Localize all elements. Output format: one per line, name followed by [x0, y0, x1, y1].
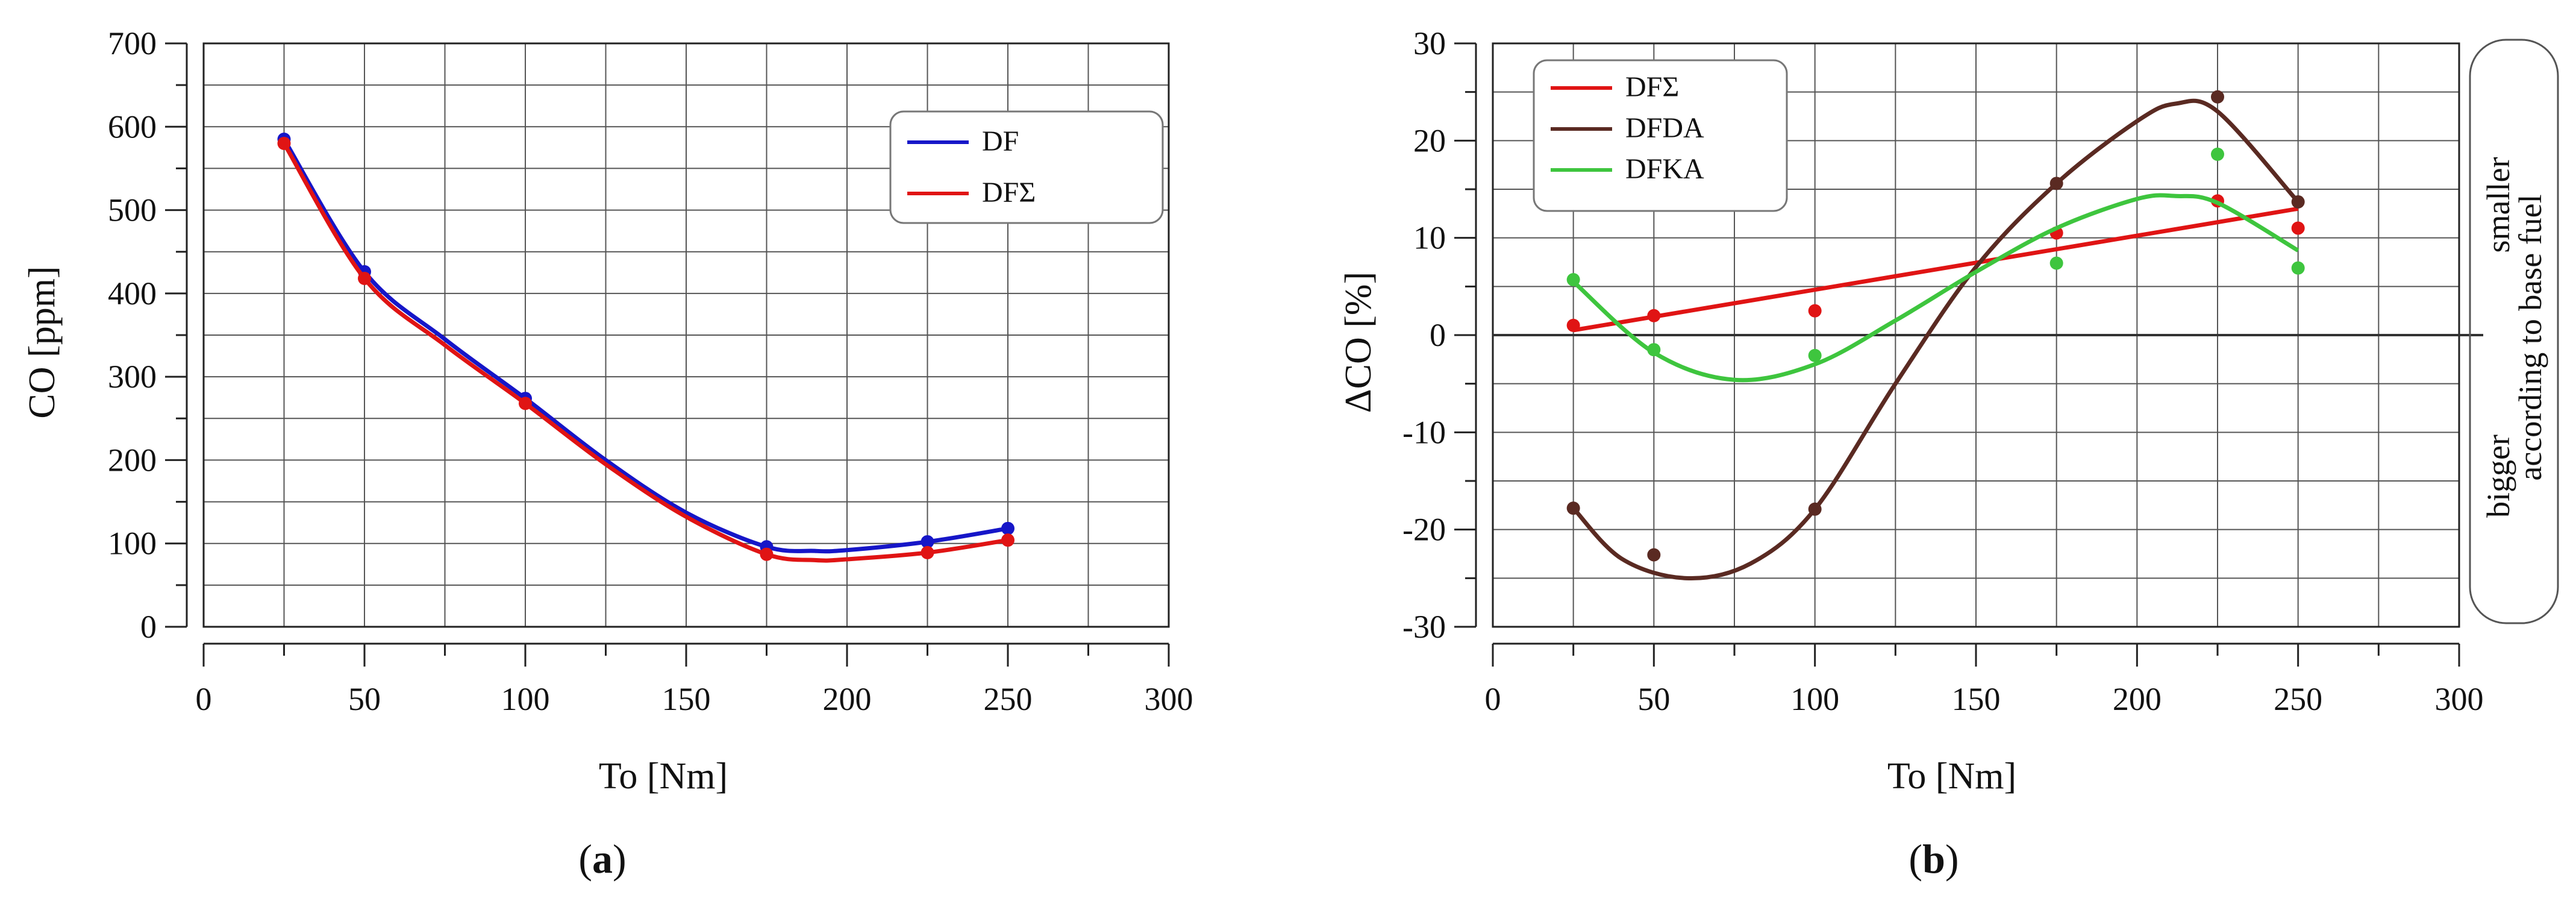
legend-label: DFDA [1625, 112, 1704, 144]
x-tick-label: 0 [196, 681, 212, 717]
data-point-dfda [2291, 195, 2305, 209]
legend-label: DF [982, 125, 1019, 157]
data-point-dfda [1566, 501, 1580, 515]
data-point-df [358, 271, 371, 285]
series-line-df [1573, 206, 2299, 333]
side-annotation: smaller according to base fuel bigger [2469, 39, 2559, 624]
data-point-dfda [2211, 90, 2224, 104]
data-point-df [1001, 521, 1014, 535]
data-point-df [2291, 221, 2305, 235]
series-a [277, 133, 1014, 563]
y-tick-label: 700 [108, 25, 157, 61]
y-tick-label: 300 [108, 359, 157, 395]
x-tick-label: 0 [1485, 681, 1501, 717]
x-tick-label: 150 [1952, 681, 2001, 717]
series-line-dfka [1572, 193, 2299, 383]
panel-label-a: a [592, 836, 613, 882]
data-point-df [921, 545, 934, 559]
panel-label-b: b [1922, 836, 1945, 882]
y-tick-label: 20 [1413, 122, 1446, 159]
panel-caption-a: (a) [578, 836, 626, 882]
x-tick-label: 300 [2435, 681, 2484, 717]
data-point-dfda [1647, 548, 1661, 562]
data-point-dfka [1808, 348, 1822, 362]
x-tick-label: 50 [1637, 681, 1670, 717]
data-point-dfka [1566, 273, 1580, 287]
data-point-df [519, 397, 532, 410]
x-axis-label-a: To [Nm] [599, 756, 728, 797]
y-axis-label-b: ΔCO [%] [1338, 272, 1379, 413]
axis-ticks-a: 0 50 100 150 200 250 300 0 100 200 300 400 500 600 700 [108, 25, 1193, 717]
series-b [1493, 90, 2483, 581]
data-point-df [921, 535, 934, 548]
series-line-df [282, 142, 1008, 563]
side-annotation-box [2469, 39, 2559, 624]
data-point-dfka [1647, 343, 1661, 357]
data-point-dfka [2291, 261, 2305, 275]
plot-border [202, 42, 1170, 628]
data-point-df [277, 136, 291, 150]
y-axis-label-a: CO [ppm] [22, 266, 63, 418]
x-tick-label: 300 [1145, 681, 1193, 717]
y-tick-label: 600 [108, 108, 157, 145]
series-line-dfda [1572, 98, 2300, 581]
x-tick-label: 200 [2113, 681, 2162, 717]
data-point-dfka [2049, 256, 2063, 270]
y-tick-label: 10 [1413, 220, 1446, 256]
x-tick-label: 250 [2274, 681, 2322, 717]
y-tick-label: 100 [108, 526, 157, 562]
axis-ticks-b: 0 50 100 150 200 250 300 -30 -20 -10 0 10 20 30 [1402, 25, 2483, 717]
y-tick-label: 0 [140, 609, 157, 645]
legend-box [1533, 59, 1788, 212]
series-line-df [282, 138, 1008, 554]
data-point-df [1566, 318, 1580, 332]
annotation-smaller: smaller [2480, 157, 2516, 253]
legend-a: DF DFΣ [889, 110, 1164, 224]
y-tick-label: 400 [108, 275, 157, 312]
y-tick-label: 200 [108, 442, 157, 478]
legend-label: DFKA [1625, 153, 1704, 185]
y-tick-label: -20 [1402, 512, 1446, 548]
data-point-df [760, 547, 774, 561]
legend-label: DFΣ [1625, 71, 1679, 103]
annotation-according: according to base fuel [2512, 194, 2548, 480]
x-tick-label: 100 [1790, 681, 1839, 717]
legend-label: DFΣ [982, 177, 1036, 209]
y-tick-label: -30 [1402, 609, 1446, 645]
panel-caption-b: (b) [1909, 836, 1959, 882]
x-tick-label: 50 [348, 681, 381, 717]
x-tick-label: 250 [984, 681, 1033, 717]
y-tick-label: 0 [1430, 317, 1446, 353]
chart-panel-a: 0 50 100 150 200 250 300 0 100 200 300 400 500 600 700… [22, 25, 1193, 882]
annotation-bigger: bigger [2480, 435, 2516, 518]
data-point-df [1808, 304, 1822, 318]
y-tick-label: -10 [1402, 414, 1446, 450]
data-point-dfda [2049, 177, 2063, 190]
plot-frame-a [202, 42, 1170, 628]
x-axis-label-b: To [Nm] [1887, 756, 2016, 797]
data-point-dfka [2211, 147, 2224, 161]
y-tick-label: 500 [108, 192, 157, 228]
data-point-dfda [1808, 502, 1822, 516]
x-tick-label: 150 [662, 681, 711, 717]
y-tick-label: 30 [1413, 25, 1446, 61]
data-point-df [1647, 309, 1661, 322]
data-point-df [1001, 533, 1014, 547]
x-tick-label: 100 [501, 681, 550, 717]
x-tick-label: 200 [823, 681, 872, 717]
legend-b: DFΣ DFDA DFKA [1533, 59, 1788, 212]
